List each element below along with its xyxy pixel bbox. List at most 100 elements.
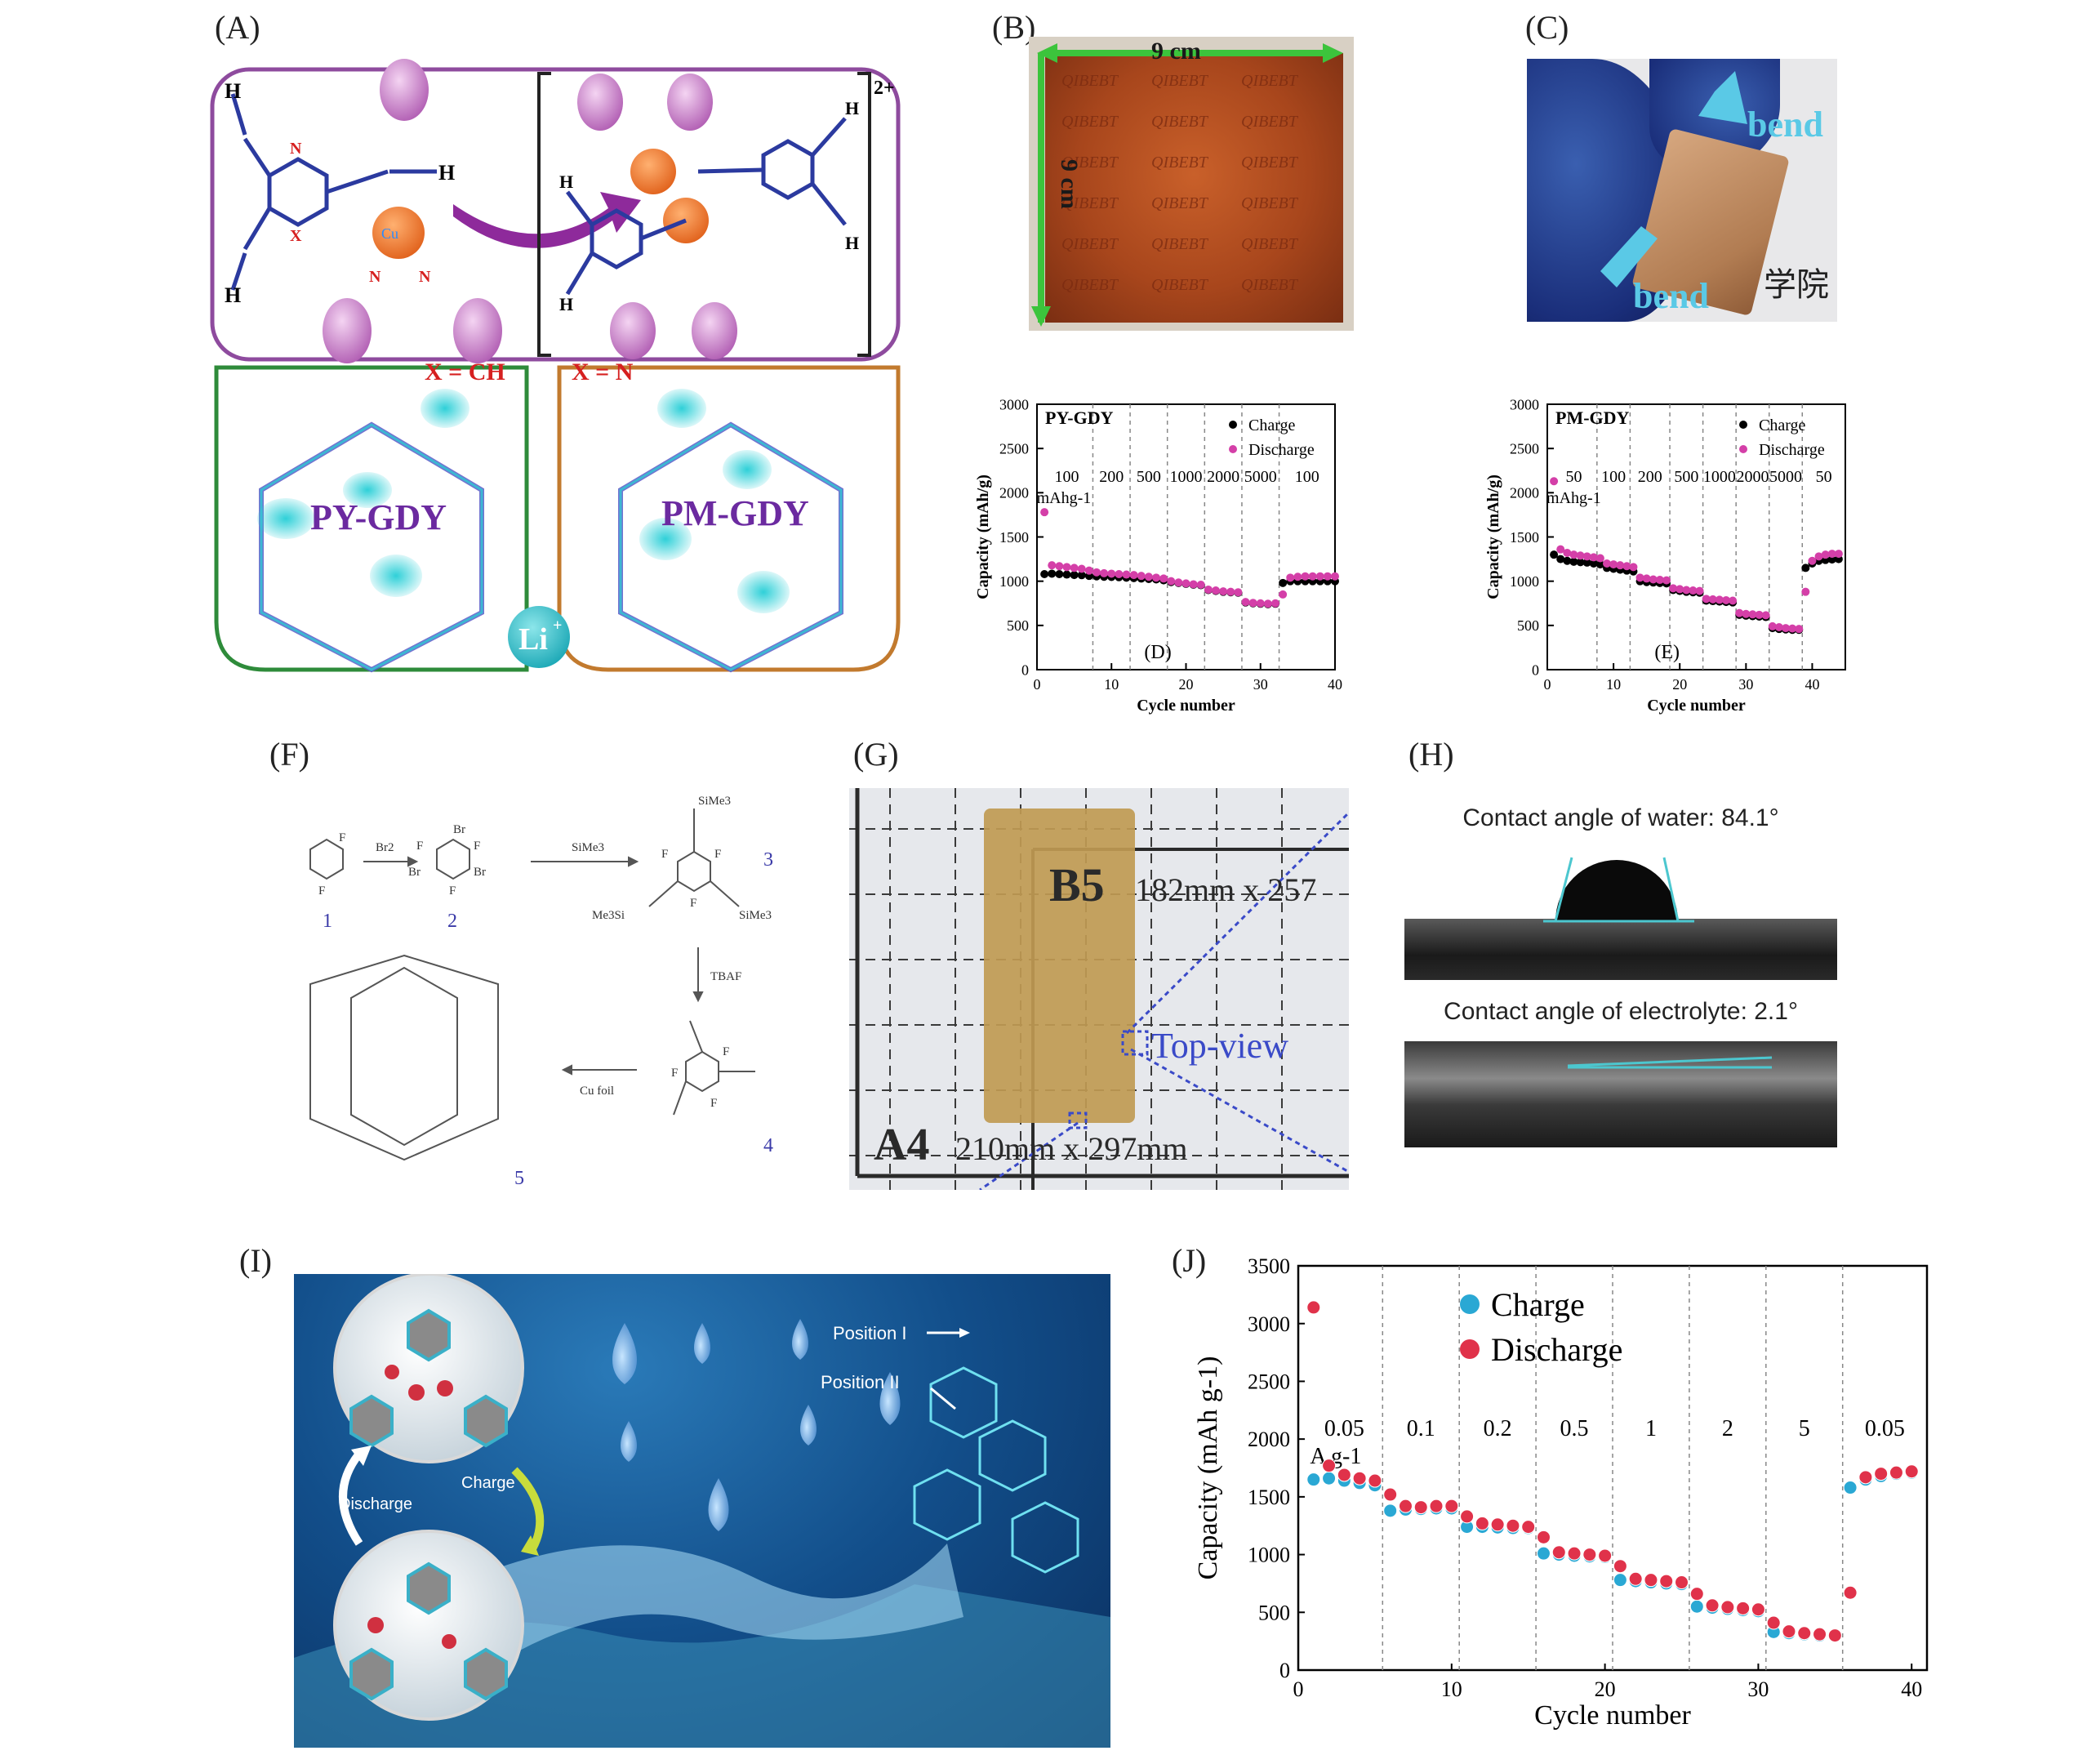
y-tick-label: 2500 [1248,1370,1290,1394]
water-droplet-image [1404,849,1837,980]
discharge-point [1616,561,1625,570]
charge-point [1536,1546,1551,1561]
svg-text:QIBEBT: QIBEBT [1061,113,1119,131]
rate-label: 5000 [1244,468,1277,486]
y-tick-label: 1500 [1248,1486,1290,1509]
y-tick-label: 1500 [999,529,1029,546]
discharge-point [1649,575,1658,584]
discharge-point [1551,1545,1566,1560]
svg-text:Me3Si: Me3Si [592,909,625,922]
discharge-point [1323,572,1332,581]
rate-label: 500 [1674,468,1698,486]
svg-text:F: F [690,897,696,910]
svg-text:F: F [714,848,721,861]
svg-text:F: F [318,884,325,898]
discharge-point [1788,624,1797,633]
svg-text:SiMe3: SiMe3 [572,841,604,854]
svg-text:F: F [723,1045,729,1058]
discharge-point [1635,573,1644,582]
chart-j: 0 500 1000 1500 2000 2500 3000 3500 0 10 20 30 40 Cyc… [1193,1254,1929,1731]
svg-text:2+: 2+ [874,78,895,99]
pm-gdy-label: PM-GDY [661,493,809,533]
py-gdy-label: PY-GDY [310,497,447,537]
svg-text:QIBEBT: QIBEBT [1241,276,1299,294]
svg-text:2: 2 [447,911,457,932]
discharge-point [1659,1574,1674,1588]
svg-text:F: F [339,831,345,844]
svg-text:H: H [438,161,455,185]
discharge-point [1795,625,1804,634]
y-tick-label: 0 [1021,662,1029,678]
discharge-point [1629,563,1638,572]
svg-text:H: H [845,233,859,253]
discharge-point [1204,585,1213,594]
chart-e: 0 500 1000 1500 2000 2500 3000 0 10 20 30 40 Cycle n… [1484,396,1846,715]
charge-point [1595,560,1604,569]
gdy-film [984,808,1135,1123]
discharge-point [1761,611,1770,620]
discharge-point [1582,1548,1597,1562]
discharge-point [1644,1573,1658,1588]
rate-label: 50 [1565,468,1582,486]
discharge-point [1271,599,1279,608]
charge-point [1689,1599,1704,1614]
discharge-point [1084,566,1093,575]
discharge-point [1137,572,1146,581]
charge-point [1322,1471,1337,1486]
svg-text:SiMe3: SiMe3 [698,795,731,808]
discharge-point [1107,569,1116,578]
panel-a-schematic: H H H N X Cu N N 2+ H H H H X = CH X = N [210,59,901,673]
discharge-point [1226,587,1235,596]
svg-text:学院: 学院 [1764,266,1829,303]
svg-text:3: 3 [763,849,773,871]
y-tick-label: 500 [1258,1601,1290,1624]
x-tick-label: 20 [1672,676,1687,693]
panel-label-i: (I) [239,1242,272,1279]
discharge-point [1536,1530,1551,1544]
discharge-point [1827,1628,1842,1643]
svg-text:TBAF: TBAF [710,970,741,983]
legend-label-discharge: Discharge [1248,441,1315,459]
y-tick-label: 3000 [1510,396,1539,412]
legend-marker-discharge [1229,445,1237,453]
discharge-point [1521,1520,1536,1535]
svg-text:Br2: Br2 [376,841,394,854]
panel-i-illustration: Discharge Charge Position I Position II [294,1274,1110,1748]
discharge-point [1675,585,1684,594]
discharge-point [1742,609,1751,618]
y-tick-label: 1000 [999,573,1029,590]
x-tick-label: 30 [1747,1677,1769,1701]
discharge-point [1766,1615,1781,1630]
rate-label: 500 [1137,468,1161,486]
electrolyte-contact-angle-label: Contact angle of electrolyte: 2.1° [1444,998,1798,1025]
charge-point [1582,558,1591,567]
y-tick-label: 3500 [1248,1254,1290,1278]
discharge-point [1748,610,1757,619]
discharge-point [1715,595,1724,604]
svg-text:B5: B5 [1049,858,1105,911]
discharge-point [1129,571,1138,580]
y-tick-label: 500 [1517,617,1539,634]
rate-label: 2000 [1736,468,1769,486]
svg-text:F: F [710,1097,717,1110]
rate-label: 0.05 [1324,1416,1364,1441]
panel-label-f: (F) [269,736,309,773]
discharge-point [1556,545,1565,554]
discharge-point [1702,595,1711,604]
svg-text:QIBEBT: QIBEBT [1061,72,1119,90]
discharge-point [1801,587,1810,596]
x-tick-label: 0 [1034,676,1041,693]
discharge-point [1115,570,1124,578]
svg-text:QIBEBT: QIBEBT [1241,235,1299,253]
svg-text:H: H [225,79,241,103]
svg-text:Top-view: Top-view [1151,1026,1288,1066]
discharge-point [1174,578,1183,587]
discharge-point [1736,1601,1751,1615]
discharge-point [1444,1499,1459,1513]
charge-point [1048,569,1057,578]
discharge-point [1212,586,1220,595]
y-tick-label: 3000 [999,396,1029,412]
discharge-point [1858,1470,1873,1485]
svg-text:N: N [419,268,431,286]
discharge-point [1152,573,1160,582]
